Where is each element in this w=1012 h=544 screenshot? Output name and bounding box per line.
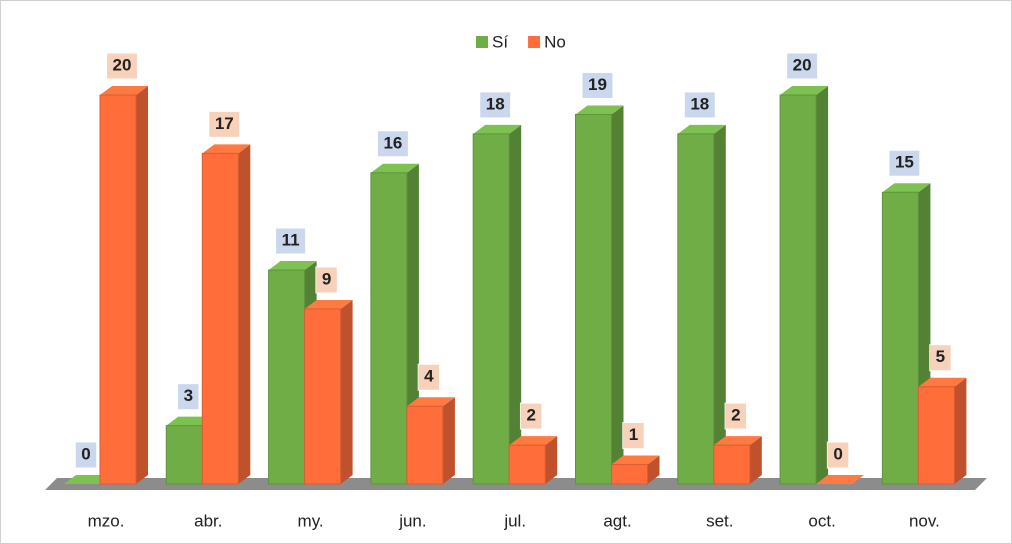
bar-top (304, 299, 353, 309)
value-label: 15 (895, 153, 914, 172)
bar (779, 94, 817, 485)
bar (99, 94, 137, 485)
value-label-bg (479, 91, 512, 119)
x-tick-label: jun. (398, 511, 426, 530)
value-label: 17 (215, 114, 234, 133)
bar-top (473, 124, 522, 134)
value-label-bg (106, 52, 138, 80)
value-label-bg (683, 91, 716, 119)
value-label: 19 (588, 75, 607, 94)
legend-label: No (544, 32, 566, 51)
bar-side (136, 86, 148, 484)
bar-top (406, 397, 455, 407)
value-label: 1 (629, 425, 638, 444)
bar-top (677, 124, 726, 134)
bar-top (611, 455, 660, 465)
bar-top (713, 436, 762, 446)
bar-top (918, 377, 967, 387)
value-label: 11 (282, 231, 300, 250)
bar-top (575, 105, 624, 115)
x-tick-label: agt. (603, 511, 631, 530)
value-label: 0 (833, 444, 842, 463)
value-label-bg (208, 110, 241, 138)
value-label-bg (275, 227, 307, 255)
value-label-bg (315, 266, 338, 294)
bar-side (749, 436, 762, 484)
bar-top (509, 436, 558, 446)
value-label: 16 (383, 133, 402, 152)
x-tick-label: jul. (503, 511, 526, 530)
bar-side (238, 144, 251, 484)
value-label: 4 (424, 367, 434, 386)
legend: Sí No (476, 32, 566, 51)
value-label: 20 (793, 55, 812, 74)
bar (677, 133, 715, 485)
bar (713, 444, 751, 485)
bar-side (340, 299, 353, 484)
bar (917, 386, 955, 485)
value-label: 9 (322, 269, 331, 288)
legend-swatch (476, 36, 488, 48)
bar (268, 269, 306, 485)
bar (881, 191, 919, 485)
value-label: 2 (526, 406, 535, 425)
bar-side (713, 124, 726, 485)
value-label-bg (622, 422, 645, 450)
value-label-bg (888, 149, 921, 177)
value-label: 0 (81, 444, 90, 463)
x-tick-label: mzo. (88, 511, 125, 530)
bar-side (816, 86, 829, 484)
value-label-bg (519, 402, 543, 430)
value-label-bg (929, 344, 952, 372)
value-label-bg (177, 383, 200, 411)
bar (611, 464, 648, 485)
bar-side (509, 124, 522, 485)
bar-top (370, 163, 419, 173)
value-label-bg (581, 71, 614, 99)
bar (406, 405, 444, 485)
value-label-bg (786, 52, 819, 80)
value-label: 2 (731, 406, 740, 425)
bar (575, 113, 612, 485)
value-label-bg (376, 130, 409, 158)
bar-side (442, 397, 455, 484)
value-label: 18 (690, 94, 709, 113)
x-tick-label: oct. (808, 511, 835, 530)
bar (508, 444, 546, 485)
bar-side (611, 105, 624, 484)
value-label-bg (724, 402, 748, 430)
bar (370, 172, 408, 485)
x-tick-label: abr. (194, 511, 222, 530)
bar-top (780, 86, 829, 95)
x-tick-label: set. (706, 511, 733, 530)
bar-side (954, 377, 967, 484)
value-label: 18 (486, 94, 505, 113)
legend-label: Sí (492, 32, 508, 51)
bar-top (882, 183, 931, 193)
value-label: 20 (113, 55, 132, 74)
bar (304, 308, 342, 485)
x-tick-label: my. (298, 511, 324, 530)
value-label-bg (826, 441, 850, 469)
bar (201, 152, 239, 485)
bar-side (647, 455, 660, 484)
bar-side (545, 436, 558, 484)
value-label-bg (417, 363, 441, 391)
bar (165, 425, 203, 485)
bar-top (202, 144, 251, 154)
value-label: 5 (936, 347, 945, 366)
value-label-bg (74, 441, 98, 469)
bar (472, 133, 510, 485)
x-tick-label: nov. (909, 511, 940, 530)
bar-top (100, 86, 148, 95)
value-label: 3 (184, 386, 193, 405)
bar-top (816, 475, 865, 484)
bar-top (268, 261, 317, 271)
legend-swatch (528, 36, 541, 48)
